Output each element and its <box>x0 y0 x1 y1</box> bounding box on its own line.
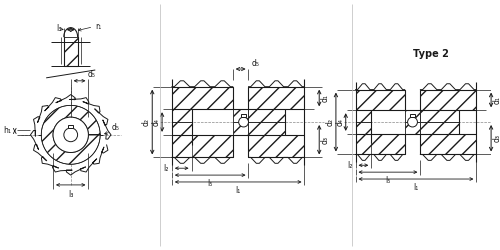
Text: l₅: l₅ <box>208 179 213 188</box>
Circle shape <box>64 128 78 142</box>
Polygon shape <box>233 109 248 122</box>
Text: l₂: l₂ <box>347 161 352 170</box>
Polygon shape <box>64 36 78 66</box>
Text: l₃: l₃ <box>68 190 73 199</box>
Text: l₂: l₂ <box>164 164 169 173</box>
Polygon shape <box>248 122 304 158</box>
Text: l₅: l₅ <box>386 176 390 185</box>
Text: d₃: d₃ <box>320 136 330 144</box>
Circle shape <box>408 117 418 127</box>
Polygon shape <box>356 122 405 154</box>
Text: l₁: l₁ <box>414 183 418 192</box>
Text: l₃: l₃ <box>56 24 62 33</box>
Polygon shape <box>233 122 248 135</box>
Text: d₅: d₅ <box>112 123 120 132</box>
Text: d₂: d₂ <box>326 118 334 126</box>
Text: l₁: l₁ <box>236 186 241 195</box>
Text: d₁: d₁ <box>320 94 330 102</box>
Polygon shape <box>404 110 420 122</box>
Text: h₁: h₁ <box>3 126 11 135</box>
Polygon shape <box>172 122 233 158</box>
Polygon shape <box>42 105 100 164</box>
Bar <box>241 114 246 117</box>
Text: d₁: d₁ <box>492 96 500 104</box>
Polygon shape <box>420 90 476 122</box>
Polygon shape <box>356 90 405 122</box>
Bar <box>68 124 73 128</box>
Polygon shape <box>404 122 420 134</box>
Text: d₃: d₃ <box>492 134 500 142</box>
Bar <box>410 114 415 117</box>
Text: r₁: r₁ <box>96 22 102 31</box>
Text: d₄: d₄ <box>152 118 160 126</box>
Text: Type 2: Type 2 <box>413 49 448 59</box>
Circle shape <box>238 117 248 127</box>
Polygon shape <box>172 87 233 122</box>
Text: d₂: d₂ <box>142 118 151 126</box>
Text: d₅: d₅ <box>252 59 260 68</box>
Circle shape <box>53 117 88 152</box>
Text: d₄: d₄ <box>336 118 344 126</box>
Polygon shape <box>420 122 476 154</box>
Text: d₅: d₅ <box>88 70 96 79</box>
Polygon shape <box>248 87 304 122</box>
